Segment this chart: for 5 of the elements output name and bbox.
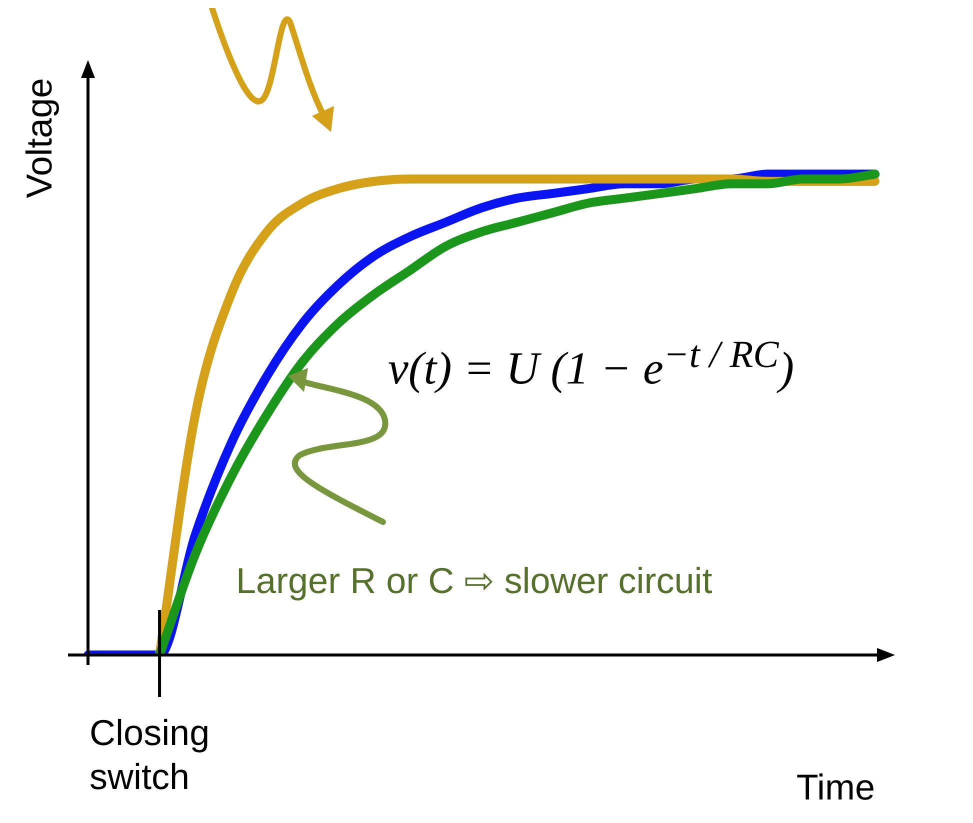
x-axis-title: Time [796, 766, 875, 808]
annotation: Larger R or C ⇨ slower circuit [236, 560, 712, 602]
annotation: v(t) = U (1 − e$^{−t / RC}$) [388, 333, 794, 394]
text: Closing switch [90, 712, 210, 797]
y-axis-title: Voltage [18, 78, 60, 198]
